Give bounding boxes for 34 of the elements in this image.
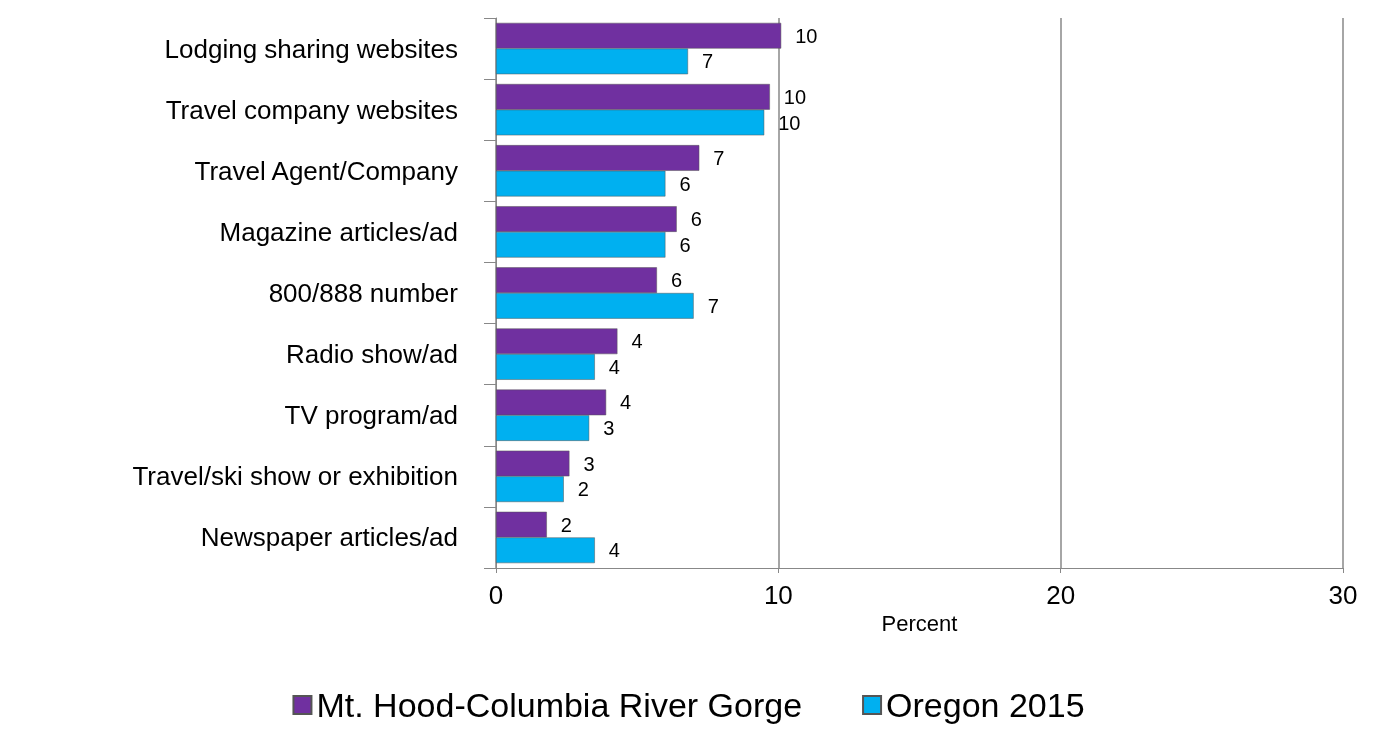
legend-label: Oregon 2015 xyxy=(886,686,1085,724)
data-label: 2 xyxy=(560,513,572,536)
y-tick-label: Newspaper articles/ad xyxy=(200,522,458,553)
y-tick-label: Lodging sharing websites xyxy=(164,33,458,64)
x-tick-label: 30 xyxy=(1328,580,1358,610)
y-tick-label: Travel company websites xyxy=(165,94,458,125)
x-tick-label: 0 xyxy=(488,580,504,610)
data-label: 6 xyxy=(670,269,683,292)
data-label: 7 xyxy=(707,294,719,317)
x-axis-title: Percent xyxy=(881,611,958,637)
data-label: 6 xyxy=(679,172,691,195)
data-label: 7 xyxy=(713,146,725,169)
y-tick-label: Magazine articles/ad xyxy=(219,216,458,247)
data-label: 4 xyxy=(620,391,632,414)
data-label: 4 xyxy=(608,539,620,562)
y-tick-label: 800/888 number xyxy=(268,278,459,308)
data-label: 4 xyxy=(608,355,620,378)
y-tick-label: Radio show/ad xyxy=(286,339,458,370)
data-label: 6 xyxy=(690,208,702,231)
data-label: 3 xyxy=(603,417,615,440)
data-label: 3 xyxy=(583,452,595,475)
data-label: 7 xyxy=(701,50,714,73)
data-label: 10 xyxy=(778,111,801,134)
x-tick-label: 20 xyxy=(1046,580,1076,610)
y-tick-label: TV program/ad xyxy=(284,400,458,431)
data-label: 6 xyxy=(679,233,691,256)
data-label: 10 xyxy=(795,24,818,47)
y-tick-label: Travel Agent/Company xyxy=(194,155,458,186)
data-label: 2 xyxy=(577,478,589,501)
data-label: 4 xyxy=(631,330,643,353)
x-tick-label: 10 xyxy=(763,580,793,610)
legend-label: Mt. Hood-Columbia River Gorge xyxy=(316,686,803,724)
y-tick-label: Travel/ski show or exhibition xyxy=(132,461,458,492)
data-label: 10 xyxy=(783,85,807,108)
